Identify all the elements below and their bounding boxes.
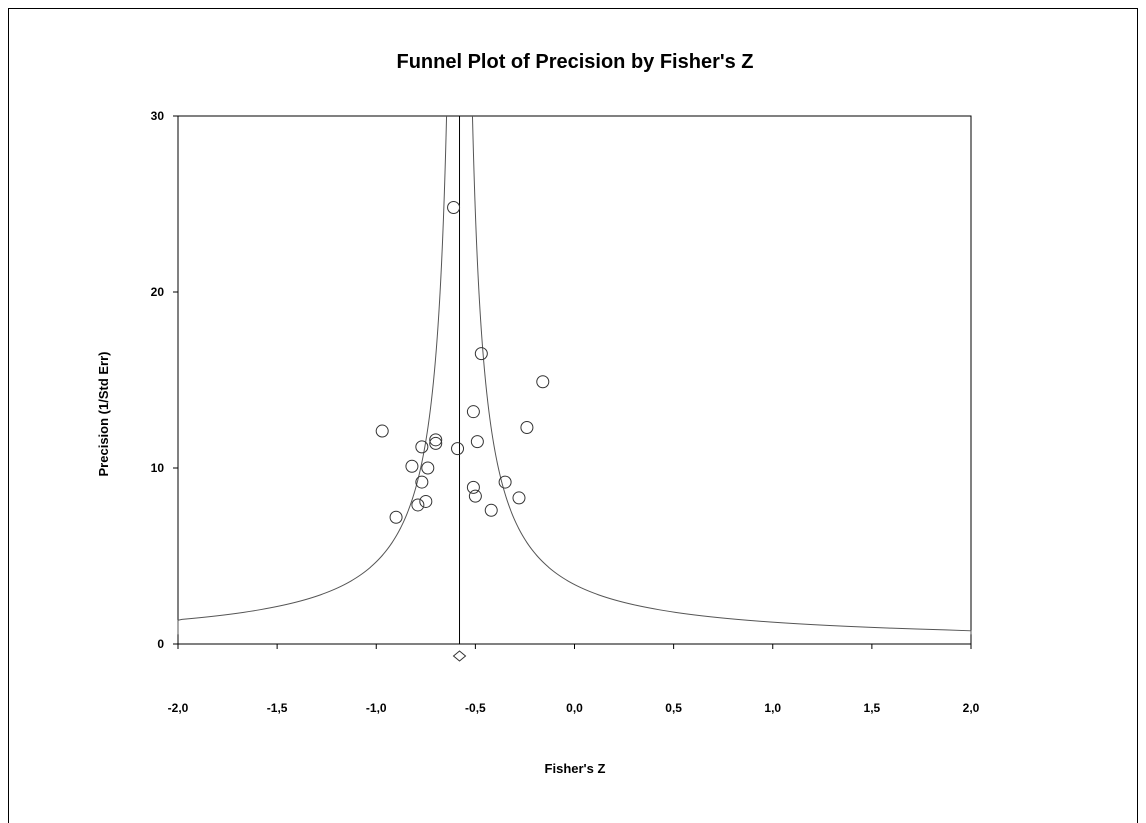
pooled-estimate-group <box>452 650 467 662</box>
funnel-upper-limit <box>471 115 972 635</box>
y-axis-ticks: 0 10 20 30 <box>151 109 178 651</box>
study-point <box>451 442 465 456</box>
study-point <box>536 375 550 389</box>
study-point <box>429 436 443 450</box>
study-point <box>470 435 484 449</box>
study-point <box>474 347 488 361</box>
x-tick-label: 2,0 <box>963 701 980 715</box>
funnel-lines <box>177 115 972 644</box>
plot-area <box>177 115 972 645</box>
study-point <box>466 405 480 419</box>
study-point <box>421 461 435 475</box>
x-axis-ticks: -2,0 -1,5 -1,0 -0,5 0,0 0,5 1,0 1,5 2,0 <box>168 644 980 715</box>
x-tick-label: -1,0 <box>366 701 387 715</box>
study-point <box>375 424 389 438</box>
funnel-lower-limit <box>177 115 448 635</box>
pooled-estimate-diamond <box>452 650 467 662</box>
study-point <box>389 510 403 524</box>
study-points <box>375 201 550 524</box>
study-point <box>466 480 480 494</box>
study-point <box>498 475 512 489</box>
x-tick-label: 1,0 <box>764 701 781 715</box>
study-point <box>419 494 433 508</box>
x-tick-label: 0,0 <box>566 701 583 715</box>
y-tick-label: 20 <box>151 285 165 299</box>
x-tick-label: -1,5 <box>267 701 288 715</box>
study-point <box>512 491 526 505</box>
x-tick-label: 0,5 <box>665 701 682 715</box>
study-point <box>405 459 419 473</box>
study-point <box>411 498 425 512</box>
study-point <box>415 475 429 489</box>
study-point <box>468 489 482 503</box>
study-point <box>429 433 443 447</box>
x-tick-label: 1,5 <box>864 701 881 715</box>
figure-frame <box>8 8 1138 823</box>
x-axis-label: Fisher's Z <box>545 761 606 776</box>
study-point <box>447 201 461 215</box>
study-point <box>484 503 498 517</box>
y-tick-label: 30 <box>151 109 165 123</box>
y-axis-label: Precision (1/Std Err) <box>96 352 111 477</box>
study-point <box>520 421 534 435</box>
x-tick-label: -2,0 <box>168 701 189 715</box>
x-tick-label: -0,5 <box>465 701 486 715</box>
y-tick-label: 0 <box>157 637 164 651</box>
y-tick-label: 10 <box>151 461 165 475</box>
study-point <box>415 440 429 454</box>
chart-title: Funnel Plot of Precision by Fisher's Z <box>396 51 753 73</box>
